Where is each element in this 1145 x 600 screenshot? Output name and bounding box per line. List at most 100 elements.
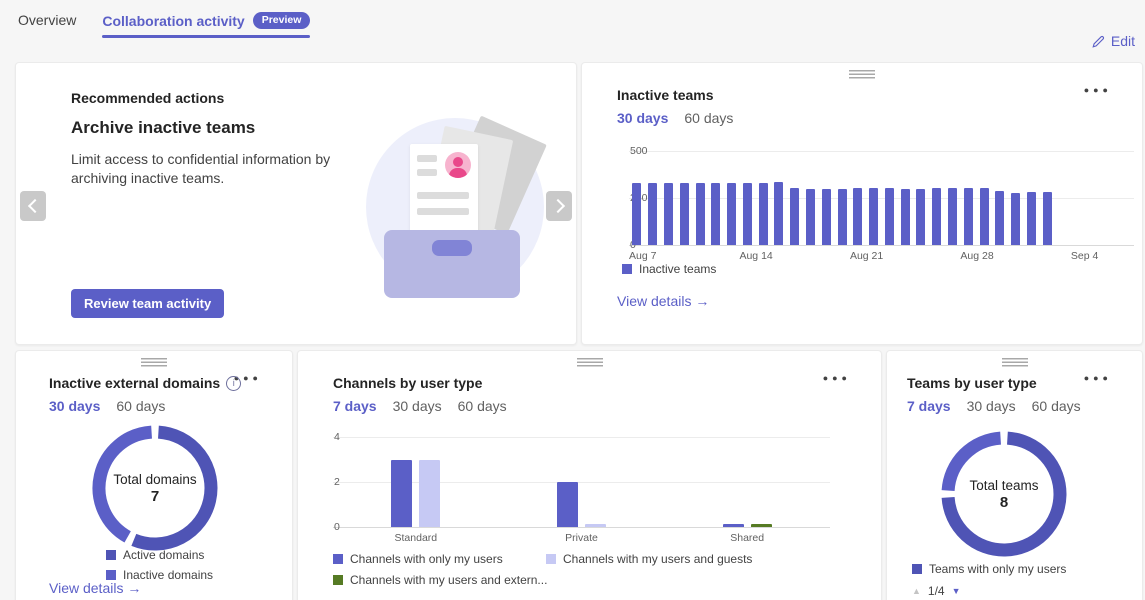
time-range-toggle: 30 days 60 days bbox=[49, 398, 165, 414]
drag-handle-icon[interactable] bbox=[1001, 358, 1028, 367]
gridline bbox=[629, 151, 1134, 152]
legend-page-down-button[interactable]: ▼ bbox=[951, 586, 961, 596]
range-option-60-days[interactable]: 60 days bbox=[457, 398, 507, 414]
x-axis-label: Aug 28 bbox=[960, 250, 994, 262]
drag-handle-icon[interactable] bbox=[849, 70, 875, 79]
range-option-60-days[interactable]: 60 days bbox=[116, 398, 166, 414]
bar bbox=[1011, 192, 1021, 245]
document-line bbox=[417, 192, 469, 199]
legend-item: Channels with my users and guests bbox=[546, 552, 752, 566]
more-options-button[interactable]: ●●● bbox=[822, 373, 851, 383]
bar bbox=[557, 482, 578, 527]
donut-center-value: 8 bbox=[999, 493, 1009, 511]
bar bbox=[900, 188, 910, 245]
bar bbox=[648, 182, 658, 245]
document-line bbox=[417, 169, 437, 176]
gridline bbox=[629, 198, 1134, 199]
bar bbox=[758, 182, 768, 245]
donut-svg bbox=[941, 431, 1067, 557]
more-options-button[interactable]: ●●● bbox=[1083, 373, 1112, 383]
y-axis-label: 0 bbox=[334, 521, 340, 533]
bar bbox=[821, 188, 831, 245]
document-line bbox=[417, 208, 469, 215]
more-options-button[interactable]: ●●● bbox=[233, 373, 262, 383]
x-axis-label: Shared bbox=[730, 532, 765, 544]
range-option-30-days[interactable]: 30 days bbox=[617, 110, 669, 126]
legend-label: Active domains bbox=[123, 548, 205, 562]
legend-item: Inactive teams bbox=[622, 262, 716, 276]
donut-center-label: Total teams 8 bbox=[939, 429, 1069, 559]
bar bbox=[679, 182, 689, 245]
inactive-external-domains-card: ●●● Inactive external domains i 30 days 6… bbox=[15, 350, 293, 600]
time-range-toggle: 7 days 30 days 60 days bbox=[333, 398, 507, 414]
drag-handle-icon[interactable] bbox=[576, 358, 603, 367]
bar bbox=[853, 188, 863, 245]
donut-center-label: Total domains 7 bbox=[90, 423, 220, 553]
range-option-30-days[interactable]: 30 days bbox=[966, 398, 1016, 414]
chart-legend: Inactive teams bbox=[622, 262, 716, 276]
review-team-activity-button[interactable]: Review team activity bbox=[71, 289, 225, 318]
y-axis-label: 4 bbox=[334, 431, 340, 443]
carousel-next-button[interactable] bbox=[546, 191, 572, 221]
x-axis-label: Aug 21 bbox=[849, 250, 884, 262]
tab-overview[interactable]: Overview bbox=[18, 12, 77, 28]
gridline bbox=[333, 437, 830, 438]
recommended-actions-card: Recommended actions Archive inactive tea… bbox=[15, 62, 577, 345]
info-icon[interactable]: i bbox=[226, 375, 242, 391]
donut-center-text: Total teams bbox=[969, 477, 1039, 493]
avatar-head bbox=[453, 157, 463, 167]
archive-box-handle bbox=[432, 240, 472, 256]
donut-segment bbox=[941, 431, 1067, 557]
card-title-text: Inactive external domains bbox=[49, 375, 221, 391]
preview-badge: Preview bbox=[252, 12, 311, 29]
chevron-right-icon bbox=[550, 198, 565, 214]
bar bbox=[632, 182, 642, 245]
donut-segment bbox=[92, 425, 153, 543]
time-range-toggle: 7 days 30 days 60 days bbox=[907, 398, 1081, 414]
view-details-link[interactable]: View details → bbox=[617, 293, 710, 309]
x-axis-label: Standard bbox=[394, 532, 438, 544]
document-line bbox=[417, 155, 437, 162]
legend-page-up-button[interactable]: ▲ bbox=[912, 586, 921, 596]
range-option-60-days[interactable]: 60 days bbox=[684, 110, 734, 126]
edit-label: Edit bbox=[1110, 33, 1135, 49]
view-details-link[interactable]: View details → bbox=[49, 580, 142, 596]
bar bbox=[932, 188, 942, 245]
drag-handle-icon[interactable] bbox=[141, 358, 167, 367]
legend-item: Channels with my users and extern... bbox=[333, 573, 547, 587]
time-range-toggle: 30 days 60 days bbox=[617, 110, 733, 126]
avatar-torso bbox=[449, 168, 467, 178]
range-option-7-days[interactable]: 7 days bbox=[907, 398, 951, 414]
legend-swatch bbox=[333, 554, 343, 564]
range-option-30-days[interactable]: 30 days bbox=[49, 398, 101, 414]
bar bbox=[727, 182, 737, 245]
tab-collaboration-activity[interactable]: Collaboration activity Preview bbox=[102, 12, 311, 38]
x-axis-label: Aug 7 bbox=[629, 250, 657, 262]
bar bbox=[979, 188, 989, 245]
range-option-30-days[interactable]: 30 days bbox=[392, 398, 442, 414]
range-option-60-days[interactable]: 60 days bbox=[1031, 398, 1081, 414]
donut-svg bbox=[92, 425, 218, 551]
tab-bar: Overview Collaboration activity Preview bbox=[18, 12, 311, 38]
channels-chart: 0 2 4 Standard Private Shared bbox=[333, 431, 830, 544]
legend-swatch bbox=[622, 264, 632, 274]
chart-legend: Channels with only my users Channels with… bbox=[333, 552, 843, 587]
domains-donut-chart: Total domains 7 bbox=[90, 423, 220, 553]
legend-pagination: ▲ 1/4 ▼ bbox=[912, 584, 961, 598]
donut-center-value: 7 bbox=[150, 487, 160, 505]
carousel-previous-button[interactable] bbox=[20, 191, 46, 221]
bar bbox=[1026, 192, 1036, 245]
legend-label: Teams with only my users bbox=[929, 562, 1067, 576]
legend-label: Channels with only my users bbox=[350, 552, 503, 566]
y-axis-label: 2 bbox=[334, 476, 340, 488]
legend-label: Inactive domains bbox=[123, 568, 214, 582]
legend-swatch bbox=[546, 554, 556, 564]
recommendation-title: Archive inactive teams bbox=[71, 118, 256, 137]
bar bbox=[995, 190, 1005, 245]
edit-button[interactable]: Edit bbox=[1091, 33, 1135, 49]
bar bbox=[790, 187, 800, 245]
x-axis-label: Sep 4 bbox=[1070, 250, 1099, 262]
more-options-button[interactable]: ●●● bbox=[1083, 85, 1112, 95]
range-option-7-days[interactable]: 7 days bbox=[333, 398, 377, 414]
legend-page-indicator: 1/4 bbox=[927, 584, 945, 598]
